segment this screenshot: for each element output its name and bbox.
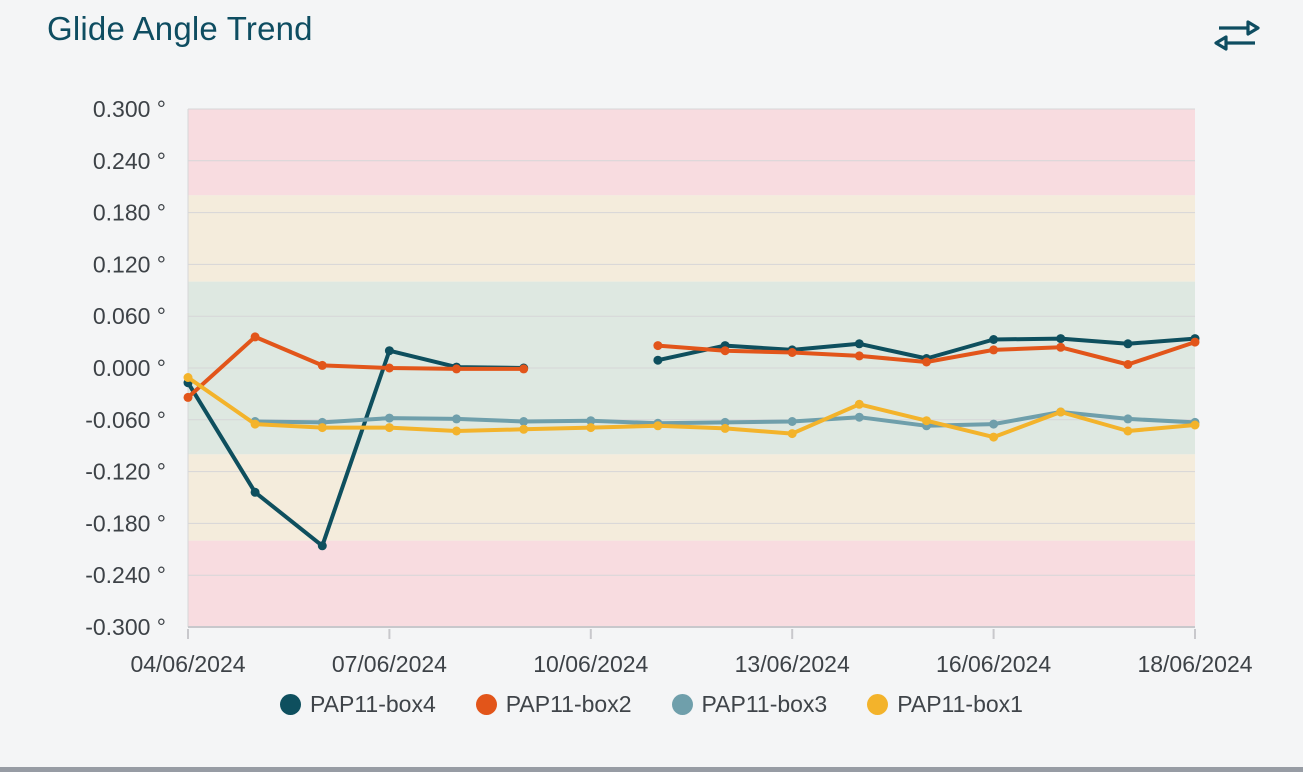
legend-item-PAP11-box3[interactable]: PAP11-box3	[671, 691, 828, 718]
x-axis-label: 07/06/2024	[332, 651, 447, 677]
swap-axes-button[interactable]	[1212, 18, 1262, 54]
y-axis-label: 0.060 °	[93, 303, 166, 329]
bottom-edge-bar	[0, 767, 1303, 772]
data-point-marker	[1190, 420, 1200, 430]
x-axis-label: 18/06/2024	[1137, 651, 1252, 677]
data-point-marker	[653, 355, 663, 365]
data-point-marker	[854, 351, 864, 361]
data-point-marker	[989, 432, 999, 442]
y-axis-label: 0.300 °	[93, 96, 166, 122]
data-point-marker	[250, 419, 260, 429]
data-point-marker	[384, 413, 394, 423]
data-point-marker	[989, 335, 999, 344]
data-point-marker	[250, 332, 260, 342]
x-axis-label: 13/06/2024	[735, 651, 850, 677]
data-point-marker	[586, 416, 596, 426]
data-point-marker	[1123, 339, 1133, 349]
data-point-marker	[586, 423, 596, 433]
band-high-alert-upper	[188, 109, 1195, 196]
data-point-marker	[922, 416, 931, 426]
legend-label: PAP11-box4	[310, 691, 436, 717]
legend-item-PAP11-box1[interactable]: PAP11-box1	[867, 691, 1023, 718]
data-point-marker	[854, 412, 864, 422]
data-point-marker	[989, 345, 999, 355]
data-point-marker	[519, 364, 529, 374]
legend-color-dot	[475, 694, 497, 715]
band-high-alert-lower	[188, 540, 1195, 627]
data-point-marker	[1123, 414, 1133, 424]
data-point-marker	[787, 417, 797, 426]
legend-color-dot	[280, 694, 302, 715]
data-point-marker	[384, 346, 394, 356]
page-title: Glide Angle Trend	[47, 10, 313, 47]
data-point-marker	[720, 346, 730, 356]
data-point-marker	[1056, 342, 1066, 352]
data-point-marker	[519, 424, 529, 434]
y-axis-label: -0.120 °	[85, 459, 166, 485]
y-axis-label: -0.300 °	[85, 614, 166, 640]
data-point-marker	[452, 426, 461, 436]
data-point-marker	[384, 363, 394, 373]
data-point-marker	[317, 423, 327, 433]
data-point-marker	[384, 423, 394, 433]
legend-label: PAP11-box3	[701, 691, 828, 717]
y-axis-label: -0.180 °	[85, 510, 166, 536]
swap-horizontal-icon	[1214, 20, 1260, 51]
data-point-marker	[317, 541, 327, 551]
data-point-marker	[787, 429, 797, 439]
data-point-marker	[989, 419, 999, 429]
x-axis-label: 16/06/2024	[936, 651, 1051, 677]
series-PAP11-box1	[183, 373, 1200, 442]
data-point-marker	[183, 373, 193, 382]
legend-item-PAP11-box2[interactable]: PAP11-box2	[475, 691, 632, 718]
y-axis-label: 0.180 °	[93, 200, 166, 226]
legend-label: PAP11-box2	[505, 691, 632, 717]
data-point-marker	[854, 399, 864, 409]
y-axis-label: -0.240 °	[85, 562, 166, 588]
legend-color-dot	[867, 694, 889, 715]
chart-legend: PAP11-box4 PAP11-box2 PAP11-box3 PAP11-box1	[0, 691, 1303, 718]
data-point-marker	[452, 364, 461, 374]
data-point-marker	[519, 417, 529, 426]
y-axis-label: -0.060 °	[85, 407, 166, 433]
y-axis-label: 0.000 °	[93, 355, 166, 381]
x-axis-label: 04/06/2024	[130, 651, 245, 677]
band-warning-upper	[188, 195, 1195, 282]
data-point-marker	[1190, 337, 1200, 347]
series-PAP11-box2	[183, 332, 1200, 402]
data-point-marker	[787, 348, 797, 357]
data-point-marker	[183, 392, 193, 402]
y-axis-label: 0.120 °	[93, 251, 166, 277]
x-axis-label: 10/06/2024	[533, 651, 648, 677]
data-point-marker	[1056, 407, 1066, 417]
data-point-marker	[452, 414, 461, 424]
data-point-marker	[720, 423, 730, 433]
legend-label: PAP11-box1	[897, 691, 1023, 717]
data-point-marker	[317, 360, 327, 370]
data-point-marker	[854, 339, 864, 349]
data-point-marker	[1056, 334, 1066, 344]
data-point-marker	[653, 341, 663, 351]
legend-color-dot	[671, 694, 693, 715]
data-point-marker	[653, 421, 663, 431]
y-axis-label: 0.240 °	[93, 148, 166, 174]
series-line	[186, 375, 1197, 440]
data-point-marker	[1123, 426, 1133, 436]
data-point-marker	[250, 487, 260, 497]
legend-item-PAP11-box4[interactable]: PAP11-box4	[280, 691, 436, 718]
data-point-marker	[922, 357, 931, 367]
data-point-marker	[1123, 360, 1133, 369]
band-warning-lower	[188, 454, 1195, 541]
